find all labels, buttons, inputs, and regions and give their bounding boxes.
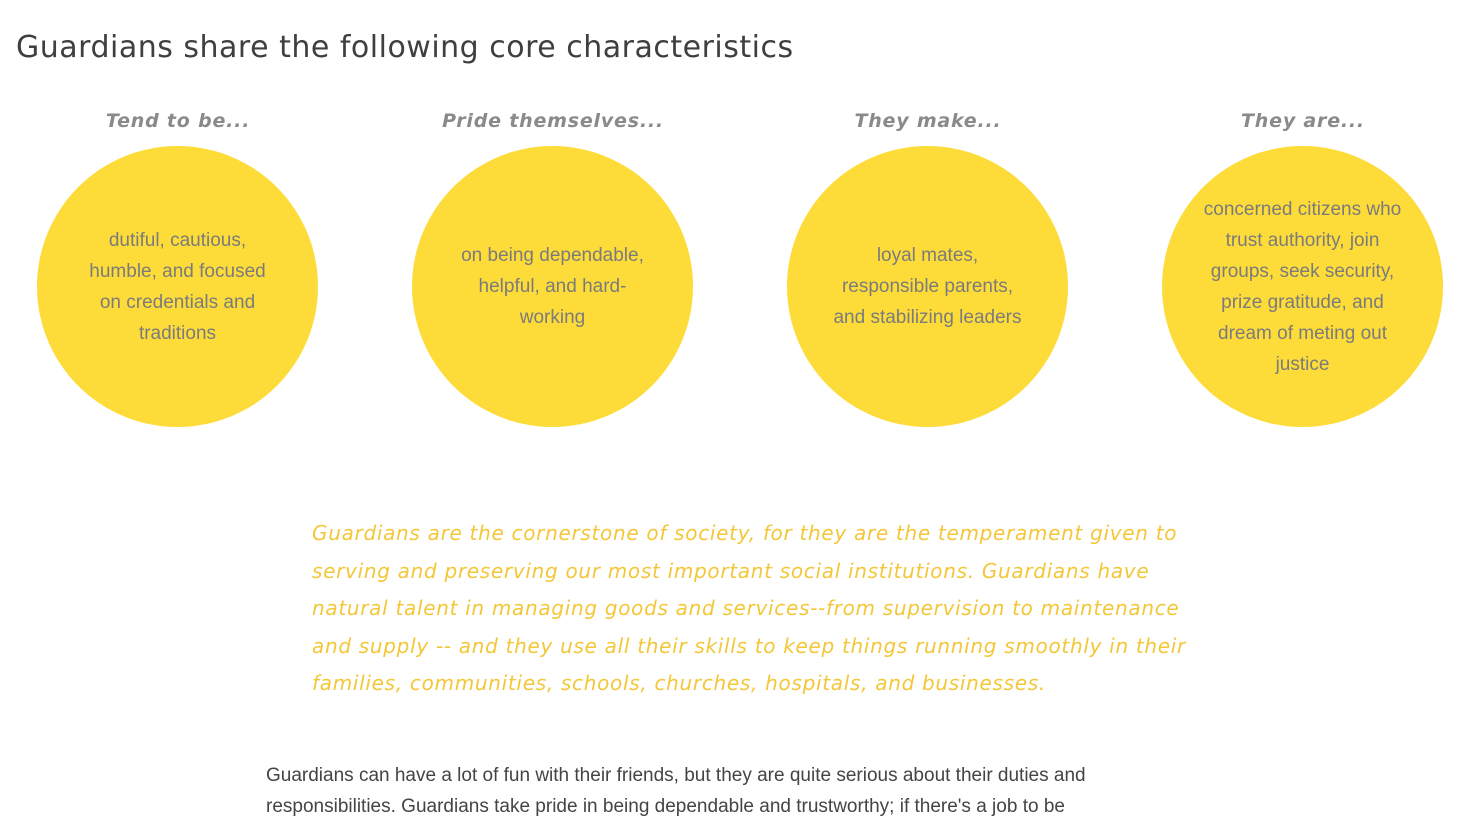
characteristic-text: concerned citizens who trust authority, … <box>1203 198 1402 375</box>
characteristic-heading: Tend to be... <box>105 110 251 132</box>
page-title: Guardians share the following core chara… <box>16 30 794 65</box>
characteristic-heading: Pride themselves... <box>442 110 664 132</box>
characteristic-circle: dutiful, cautious, humble, and focused o… <box>37 146 318 427</box>
body-paragraph: Guardians can have a lot of fun with the… <box>266 765 1086 817</box>
characteristic-text: dutiful, cautious, humble, and focused o… <box>89 229 266 344</box>
characteristic-circle: loyal mates, responsible parents, and st… <box>787 146 1068 427</box>
characteristic-they-are: They are... concerned citizens who trust… <box>1143 108 1463 430</box>
pull-quote: Guardians are the cornerstone of society… <box>312 521 1186 695</box>
characteristic-tend-to-be: Tend to be... dutiful, cautious, humble,… <box>18 108 338 430</box>
characteristic-heading: They are... <box>1241 110 1365 132</box>
characteristic-heading: They make... <box>854 110 1002 132</box>
characteristic-they-make: They make... loyal mates, responsible pa… <box>768 108 1088 430</box>
characteristic-circle: concerned citizens who trust authority, … <box>1162 146 1443 427</box>
characteristic-circle: on being dependable, helpful, and hard-w… <box>412 146 693 427</box>
characteristic-pride-themselves: Pride themselves... on being dependable,… <box>393 108 713 430</box>
characteristic-text: loyal mates, responsible parents, and st… <box>833 245 1022 328</box>
characteristic-text: on being dependable, helpful, and hard-w… <box>461 245 644 328</box>
